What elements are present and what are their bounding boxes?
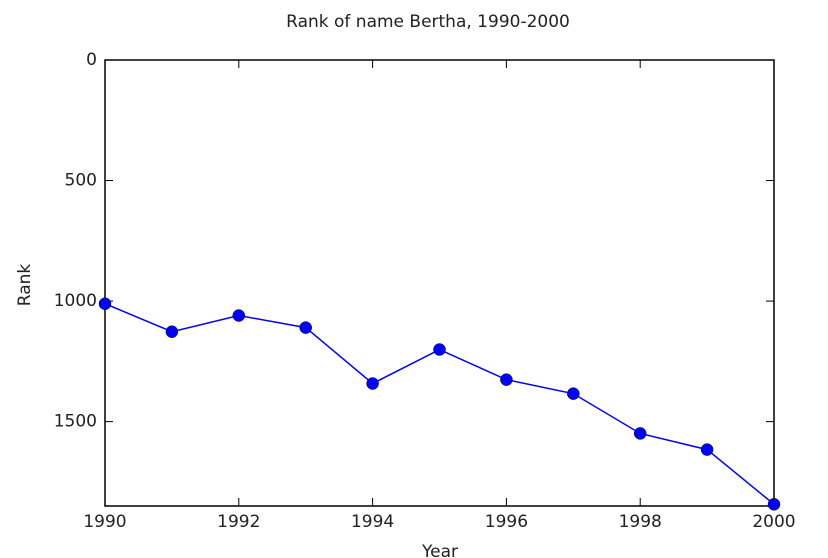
x-tick-label: 1990 <box>83 512 126 532</box>
series-line <box>104 303 775 505</box>
x-axis-label: Year <box>421 542 458 558</box>
data-point <box>767 498 781 511</box>
y-tick-label: 0 <box>86 50 97 70</box>
data-point <box>366 377 379 390</box>
data-point <box>500 373 513 386</box>
x-tick-label: 2000 <box>752 512 795 532</box>
chart-title: Rank of name Bertha, 1990-2000 <box>286 12 570 32</box>
data-point <box>232 309 246 322</box>
y-tick-label: 500 <box>65 171 97 191</box>
data-point <box>567 387 580 400</box>
y-tick-label: 1500 <box>54 412 97 432</box>
x-tick-label: 1996 <box>485 512 528 532</box>
data-point <box>299 321 312 334</box>
data-point <box>165 325 179 338</box>
x-tick-label: 1992 <box>217 512 260 532</box>
x-tick-label: 1994 <box>351 512 394 532</box>
y-tick-label: 1000 <box>54 291 97 311</box>
x-tick-label: 1998 <box>619 512 662 532</box>
data-point <box>633 427 647 440</box>
plot-frame <box>104 59 775 507</box>
data-point <box>433 343 446 356</box>
y-axis-label: Rank <box>15 264 35 307</box>
data-point <box>700 443 714 456</box>
data-point <box>98 297 112 310</box>
